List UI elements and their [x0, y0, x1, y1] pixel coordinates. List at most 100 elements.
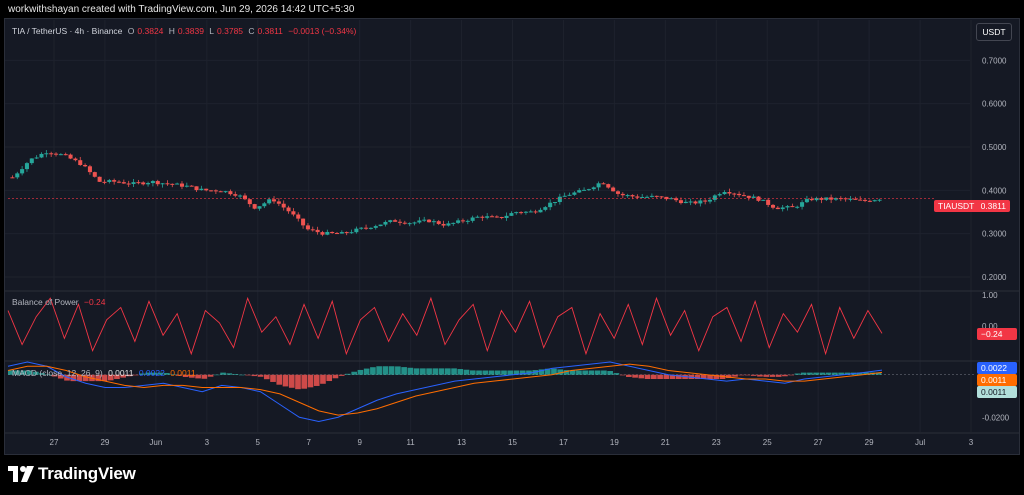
candle-body — [136, 182, 141, 184]
macd-histogram-bar — [457, 369, 464, 375]
macd-histogram-bar — [875, 372, 882, 375]
price-symbol-badge: TIAUSDT 0.3811 — [934, 200, 1010, 212]
macd-tick-label: -0.0200 — [982, 413, 1010, 422]
time-tick-label: 19 — [610, 438, 619, 447]
candle-body — [683, 201, 688, 204]
macd-histogram-bar — [282, 374, 289, 387]
candle-body — [397, 221, 402, 223]
macd-histogram-bar — [501, 370, 507, 375]
macd-histogram-bar — [582, 370, 588, 375]
time-tick-label: 13 — [457, 438, 466, 447]
candle-body — [199, 188, 204, 191]
macd-histogram-bar — [288, 374, 295, 388]
macd-histogram-bar — [388, 366, 395, 375]
macd-histogram-bar — [107, 374, 114, 381]
candle-body — [674, 198, 679, 201]
macd-pane — [7, 361, 975, 423]
close-value: 0.3811 — [257, 26, 283, 36]
candle-body — [567, 194, 572, 196]
close-label: C — [248, 26, 255, 36]
candle-body — [872, 200, 877, 202]
candle-body — [577, 190, 582, 193]
candle-body — [693, 201, 698, 204]
macd-histogram-bar — [557, 369, 564, 375]
candle-body — [281, 203, 286, 208]
macd-histogram-bar — [145, 372, 151, 375]
candle-body — [499, 217, 504, 219]
candle-body — [402, 222, 407, 224]
candle-body — [737, 193, 742, 196]
currency-button[interactable]: USDT — [976, 23, 1012, 41]
macd-histogram-bar — [307, 374, 314, 388]
candle-body — [10, 177, 15, 179]
candle-body — [78, 160, 83, 166]
candle-body — [262, 203, 267, 207]
macd-histogram-bar — [513, 370, 520, 375]
macd-histogram-bar — [775, 374, 782, 377]
candle-body — [456, 220, 461, 223]
macd-histogram-bar — [157, 372, 164, 375]
candle-body — [97, 176, 102, 182]
candle-body — [649, 195, 654, 197]
candle-body — [131, 182, 136, 184]
candle-body — [354, 228, 359, 233]
macd-histogram-bar — [376, 366, 382, 375]
macd-histogram-bar — [214, 374, 220, 376]
candle-body — [233, 194, 238, 196]
candle-body — [92, 172, 97, 177]
macd-histogram-bar — [713, 374, 720, 379]
candle-body — [630, 195, 635, 197]
candle-body — [296, 214, 301, 219]
candle-body — [494, 216, 499, 218]
macd-histogram-bar — [263, 374, 270, 380]
macd-histogram-bar — [176, 374, 183, 376]
macd-histogram-bar — [507, 370, 514, 375]
price-axis: 0.7000 0.6000 0.5000 0.4000 0.3000 0.2000 1.00… — [982, 56, 1010, 422]
candle-body — [431, 221, 436, 223]
candle-body — [359, 227, 364, 229]
macd-histogram-bar — [320, 374, 326, 384]
candle-body — [441, 223, 446, 226]
candle-body — [15, 173, 20, 178]
macd-histogram-bar — [832, 372, 838, 375]
chart-caption: workwithshayan created with TradingView.… — [8, 4, 355, 15]
candle-body — [552, 202, 558, 204]
time-tick-label: 21 — [661, 438, 670, 447]
macd-histogram-bar — [120, 374, 127, 378]
time-tick-label: 11 — [406, 438, 415, 447]
symbol-title: TIA / TetherUS · 4h · Binance — [12, 26, 123, 36]
candle-body — [257, 206, 262, 209]
macd-histogram-bar — [301, 374, 308, 389]
macd-histogram-bar — [245, 374, 251, 376]
price-symbol-text: TIAUSDT — [938, 201, 975, 211]
time-tick-label: 25 — [763, 438, 772, 447]
candle-body — [150, 181, 155, 184]
signal-line-badge: 0.0011 — [977, 374, 1017, 386]
candle-body — [34, 157, 39, 159]
tradingview-logo[interactable]: TradingView — [8, 463, 136, 485]
time-tick-label: 9 — [357, 438, 362, 447]
macd-histogram-bar — [669, 374, 676, 379]
macd-histogram-bar — [164, 373, 170, 375]
candle-body — [368, 227, 373, 229]
macd-histogram-bar — [382, 366, 389, 375]
macd-histogram-bar — [195, 374, 201, 379]
candle-body — [315, 229, 320, 233]
candle-body — [238, 195, 243, 197]
candle-body — [102, 181, 107, 183]
candle-body — [126, 183, 131, 185]
candle-body — [490, 216, 495, 218]
footer-bar — [0, 455, 1024, 495]
candle-body — [586, 189, 591, 191]
candle-body — [141, 182, 146, 185]
macd-histogram-bar — [182, 374, 189, 378]
macd-histogram-bar — [170, 374, 176, 375]
candle-body — [785, 206, 790, 208]
candle-body — [562, 195, 567, 197]
candle-body — [24, 163, 29, 170]
macd-histogram-bar — [32, 371, 39, 375]
chart-canvas[interactable]: 0.7000 0.6000 0.5000 0.4000 0.3000 0.2000 1.00… — [0, 0, 1024, 455]
candle-body — [523, 211, 528, 213]
price-tick-label: 0.7000 — [982, 56, 1007, 65]
candle-body — [373, 226, 378, 228]
